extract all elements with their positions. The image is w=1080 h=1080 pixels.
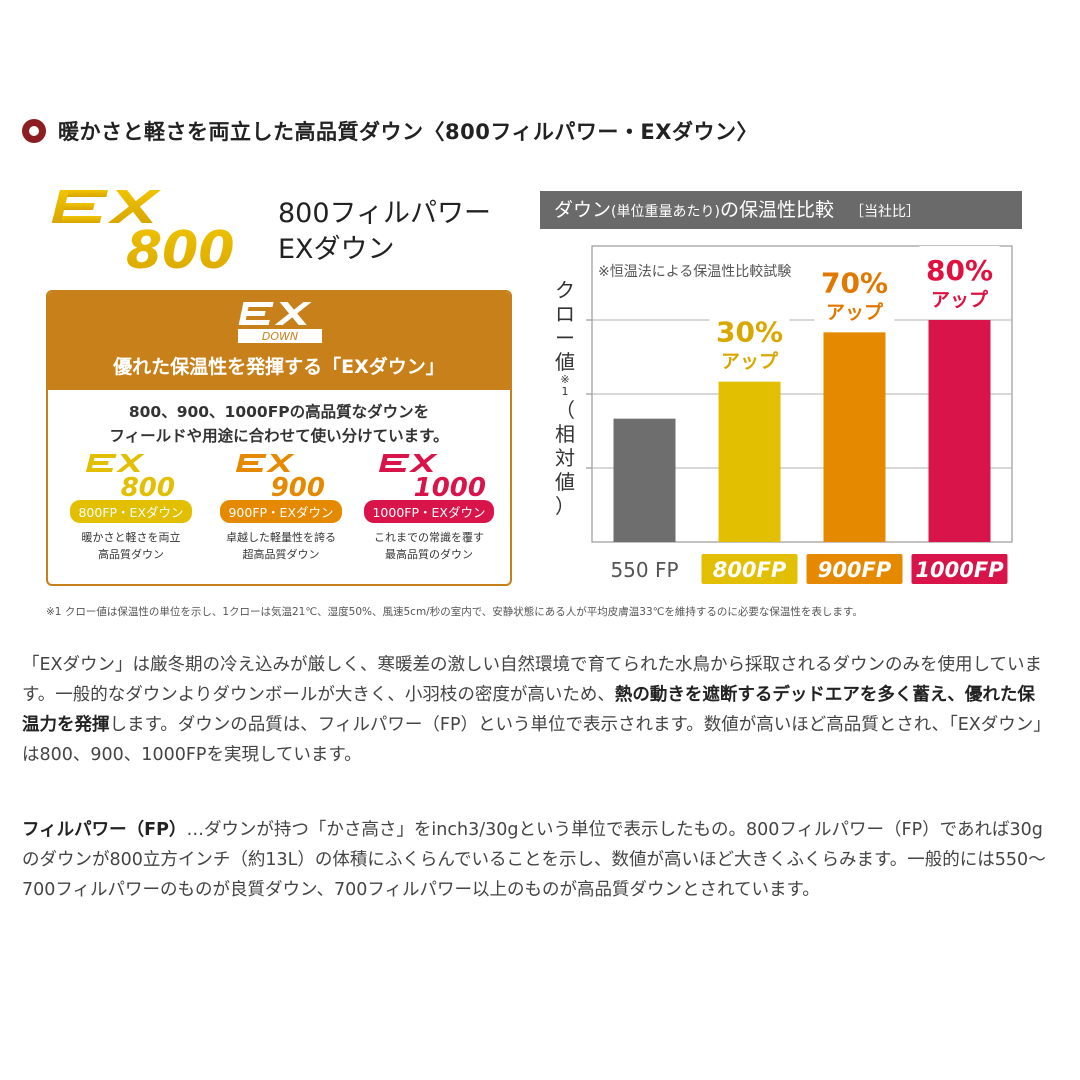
chart-title-bar: ダウン(単位重量あたり)の保温性比較 ［当社比］ <box>540 191 1022 229</box>
grade-900: 900 900FP・EXダウン 卓越した軽量性を誇る 超高品質ダウン <box>210 452 352 563</box>
chart-annotation-sub-1: アップ <box>721 350 779 373</box>
ex-down-panel: DOWN 優れた保温性を発揮する「EXダウン」 800、900、1000FPの高… <box>46 290 512 586</box>
ex800-small-logo: 800 <box>86 454 175 498</box>
grade-desc-800: 暖かさと軽さを両立 高品質ダウン <box>60 529 202 563</box>
chart-annotation-pct-1: 30% <box>716 316 783 349</box>
ex900-small-logo: 900 <box>236 454 325 498</box>
grade-desc-1000: これまでの常識を覆す 最高品質のダウン <box>358 529 500 563</box>
grade-desc-800-line2: 高品質ダウン <box>98 548 164 561</box>
grade-pill-800: 800FP・EXダウン <box>70 500 192 523</box>
chart-x-label-3: 1000FP <box>915 558 1004 582</box>
chart-annotation-bg-1 <box>709 307 790 374</box>
heading-text: 暖かさと軽さを両立した高品質ダウン〈800フィルパワー・EXダウン〉 <box>58 120 758 144</box>
ex-panel-desc-line1: 800、900、1000FPの高品質なダウンを <box>128 403 430 421</box>
chart-footnote: ※1 クロー値は保温性の単位を示し、1クローは気温21℃、湿度50%、風速5cm… <box>46 606 863 618</box>
badge-down-text: DOWN <box>262 330 298 343</box>
ex-down-badge: DOWN <box>238 302 322 343</box>
para2-bold: フィルパワー（FP） <box>22 820 187 840</box>
chart-bar-2 <box>823 332 886 542</box>
logo-caption: 800フィルパワー EXダウン <box>278 196 491 268</box>
paragraph-fill-power: フィルパワー（FP）…ダウンが持つ「かさ高さ」をinch3/30gという単位で表… <box>22 815 1052 905</box>
grade-desc-900-line1: 卓越した軽量性を誇る <box>226 531 336 544</box>
grade-desc-800-line1: 暖かさと軽さを両立 <box>81 531 181 544</box>
chart-y-label-paren: （相対値） <box>555 398 575 518</box>
ex800-logo: 800 <box>51 190 235 274</box>
chart-x-label-2: 900FP <box>818 558 892 582</box>
logo-caption-line2: EXダウン <box>278 234 395 265</box>
chart-x-label-0: 550 FP <box>610 558 678 582</box>
ex-panel-header: DOWN 優れた保温性を発揮する「EXダウン」 <box>48 292 510 390</box>
circle-bullet-icon <box>22 119 46 143</box>
svg-text:800: 800 <box>121 473 175 498</box>
chart-title-main: ダウン <box>554 199 612 221</box>
chart-bar-1 <box>718 381 781 542</box>
chart-annotation-sub-3: アップ <box>931 288 989 311</box>
grade-desc-900: 卓越した軽量性を誇る 超高品質ダウン <box>210 529 352 563</box>
chart-annotation-pct-2: 70% <box>821 266 888 299</box>
grade-desc-1000-line2: 最高品質のダウン <box>385 548 473 561</box>
chart-x-label-1: 800FP <box>713 558 787 582</box>
para1-text2: します。ダウンの品質は、フィルパワー（FP）という単位で表示されます。数値が高い… <box>22 715 1051 765</box>
para1-text1: 「EXダウン」は厳冬期の冷え込みが厳しく、寒暖差の激しい自然環境で育てられた水鳥… <box>22 655 1043 705</box>
chart-x-label-bg-1 <box>701 554 798 584</box>
grade-desc-900-line2: 超高品質ダウン <box>242 548 320 561</box>
logo-caption-line1: 800フィルパワー <box>278 198 491 229</box>
chart-note: ※恒温法による保温性比較試験 <box>598 264 791 280</box>
chart-title-small: (単位重量あたり) <box>611 204 720 220</box>
grade-pill-900: 900FP・EXダウン <box>220 500 342 523</box>
ex-panel-desc-line2: フィールドや用途に合わせて使い分けています。 <box>109 427 449 445</box>
chart-bar-0 <box>613 418 676 542</box>
grade-pill-1000: 1000FP・EXダウン <box>364 500 494 523</box>
chart-y-label: クロー値 ※ 1 （相対値） <box>551 278 579 518</box>
para1-bold: 熱の動きを遮断するデッドエアを多く蓄え、優れた保温力を発揮 <box>22 685 1035 735</box>
ex1000-small-logo: 1000 <box>379 454 486 498</box>
chart-y-label-note: ※ 1 <box>560 373 570 398</box>
grade-800: 800 800FP・EXダウン 暖かさと軽さを両立 高品質ダウン <box>60 452 202 563</box>
chart-y-label-text: クロー値 <box>555 278 575 374</box>
paragraph-ex-down: 「EXダウン」は厳冬期の冷え込みが厳しく、寒暖差の激しい自然環境で育てられた水鳥… <box>22 650 1052 770</box>
svg-text:900: 900 <box>271 473 325 498</box>
chart-annotation-bg-2 <box>814 258 895 325</box>
logo-number: 800 <box>126 221 235 274</box>
chart-annotation-sub-2: アップ <box>826 300 884 323</box>
chart-x-label-bg-2 <box>806 554 903 584</box>
grade-desc-1000-line1: これまでの常識を覆す <box>374 531 484 544</box>
chart-title-tag: ［当社比］ <box>850 204 921 220</box>
chart-annotation-pct-3: 80% <box>926 254 993 287</box>
ex-panel-description: 800、900、1000FPの高品質なダウンを フィールドや用途に合わせて使い分… <box>48 400 510 448</box>
chart-bar-3 <box>928 320 991 542</box>
svg-text:1000: 1000 <box>414 473 486 498</box>
ex-panel-title: 優れた保温性を発揮する「EXダウン」 <box>113 356 445 378</box>
chart-x-label-bg-3 <box>911 554 1008 584</box>
chart-annotation-bg-3 <box>919 246 1000 312</box>
para2-text: …ダウンが持つ「かさ高さ」をinch3/30gという単位で表示したもの。800フ… <box>22 820 1046 900</box>
section-heading: 暖かさと軽さを両立した高品質ダウン〈800フィルパワー・EXダウン〉 <box>22 116 758 146</box>
grade-1000: 1000 1000FP・EXダウン これまでの常識を覆す 最高品質のダウン <box>358 452 500 563</box>
chart-title-rest: の保温性比較 <box>719 199 834 221</box>
